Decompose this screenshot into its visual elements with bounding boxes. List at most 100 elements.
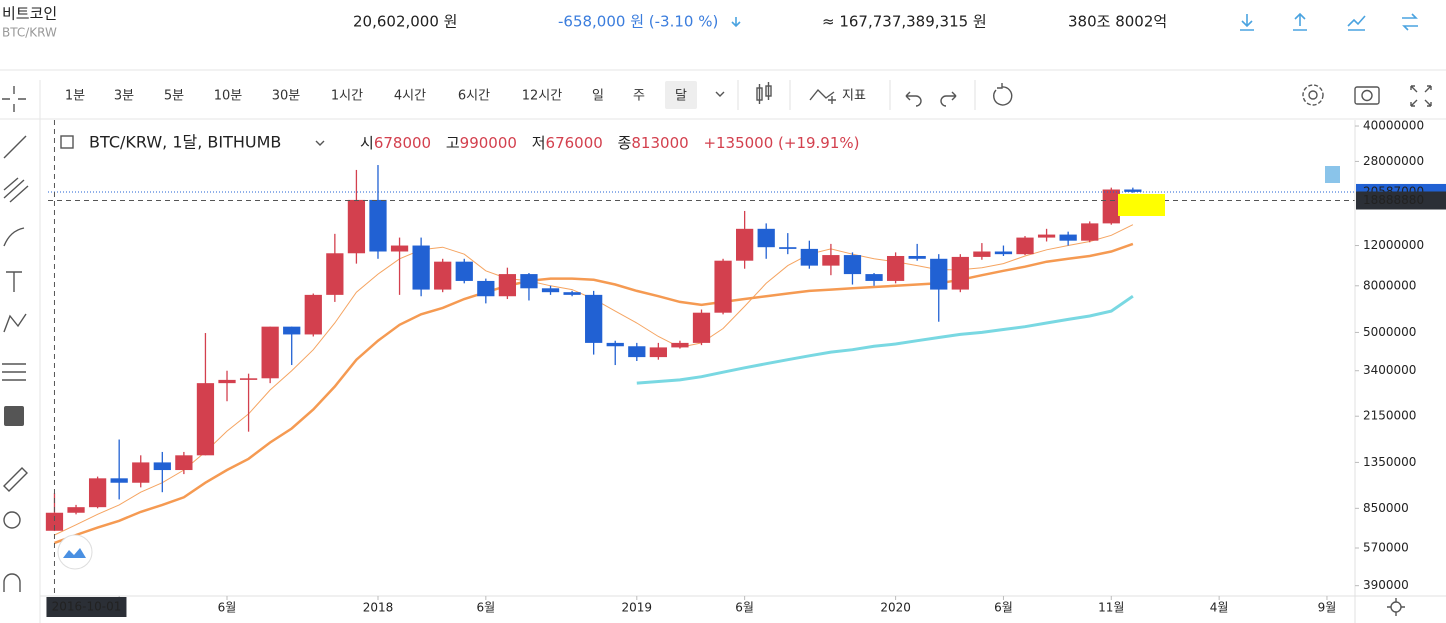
zoom-tool[interactable] [3,511,21,529]
indicator-icon[interactable] [809,88,836,104]
redo[interactable] [940,91,957,107]
candle-body [412,245,430,290]
change-value: +135000 (+19.91%) [703,134,859,152]
candle-body [520,274,538,289]
download-icon[interactable] [1240,14,1254,31]
x-tick-label: 6월 [476,601,495,615]
swap-icon[interactable] [1402,13,1418,31]
header-icons[interactable] [1240,12,1418,31]
candle-body [671,342,689,348]
interval-button[interactable]: 일 [592,89,604,104]
interval-button[interactable]: 6시간 [458,89,490,104]
pattern-tool[interactable] [3,313,27,333]
chart-icon[interactable] [1347,15,1366,31]
interval-button[interactable]: 12시간 [522,89,563,104]
toolbar: 1분 3분 5분 10분 30분 1시간 4시간 6시간 12시간 일 주 달 [65,81,697,109]
legend-ohlc: 시678000 고990000 저676000 종813000 +135000 … [360,134,860,152]
interval-button[interactable]: 30분 [272,89,301,104]
coin-name: 비트코인 [2,5,57,23]
dropdown[interactable] [715,91,725,97]
price: 20,602,000 원 [353,13,457,31]
candle-body [283,326,301,335]
candle-icon[interactable] [756,82,772,104]
text-tool[interactable] [6,271,22,292]
camera-icon[interactable] [1354,86,1380,105]
fib-tool[interactable] [3,177,29,203]
candle-body [714,260,732,313]
close-label: 종 [618,134,632,152]
legend-symbol[interactable]: BTC/KRW, 1달, BITHUMB [89,133,281,152]
magnet-tool[interactable] [3,573,21,592]
indicator-button[interactable]: 지표 [842,89,866,104]
volume: ≈ 167,737,389,315 원 [822,13,987,31]
x-tick-label: 6월 [218,601,237,615]
candle-body [369,199,387,252]
change: -658,000 원 (-3.10 %) [558,13,718,31]
interval-button[interactable]: 달 [675,89,687,104]
interval-button[interactable]: 4시간 [394,89,426,104]
scroll-marker[interactable] [1325,166,1340,183]
candle-body [88,478,107,508]
interval-button[interactable]: 10분 [214,89,243,104]
open-label: 시 [360,134,374,152]
interval-button[interactable]: 1시간 [331,89,363,104]
open-value: 678000 [374,134,431,152]
candle-body [1037,234,1056,238]
candle-body [606,342,624,347]
interval-button[interactable]: 주 [633,89,645,104]
y-tick-label: 3400000 [1363,363,1416,377]
x-tick-label: 9월 [1318,601,1337,615]
y-tick-label: 850000 [1363,501,1409,515]
candle-body [434,261,452,290]
line-tool[interactable] [3,135,27,159]
axis-settings[interactable] [1387,598,1405,616]
candle-body [779,247,797,249]
candle-body [822,255,840,266]
candle-body [973,251,991,257]
candle-body [1059,234,1077,241]
candle-body [304,294,322,335]
interval-button[interactable]: 5분 [164,89,184,104]
interval-button[interactable]: 3분 [114,89,134,104]
candle-body [585,294,603,343]
candle-body [326,253,344,295]
x-tick-label: 2018 [363,601,394,615]
crosshair-tool[interactable] [2,86,26,112]
plot-area [45,120,1355,595]
highlight-drawing [1118,194,1165,216]
low-value: 676000 [546,134,603,152]
fullscreen-icon[interactable] [1410,85,1432,107]
reset-icon[interactable] [993,83,1013,106]
ma-line [54,242,1134,545]
candle-body [930,258,948,290]
interval-button[interactable]: 1분 [65,89,85,104]
y-tick-label: 12000000 [1363,238,1424,252]
legend: BTC/KRW, 1달, BITHUMB 시678000 고990000 저67… [60,133,860,152]
candle-body [390,245,409,252]
ruler-tool[interactable] [3,467,28,492]
brush-tool[interactable] [3,227,25,247]
candle-body [1016,237,1034,255]
y-tick-label: 2150000 [1363,409,1416,423]
candle-body [1124,189,1142,192]
market-cap: 380조 8002억 [1068,13,1167,31]
y-tick-label: 570000 [1363,540,1409,554]
x-tick-label: 4월 [1210,601,1229,615]
ma-line [54,224,1134,536]
upload-icon[interactable] [1293,12,1307,31]
logo [57,534,93,570]
candle-body [951,256,969,290]
undo[interactable] [905,91,922,107]
candle-body [196,383,215,456]
candle-body [477,280,495,297]
x-tick-label: 2019 [622,601,653,615]
coin-pair: BTC/KRW [2,26,57,40]
measure-tool[interactable] [2,363,26,381]
candle-body [1102,189,1120,224]
settings-icon[interactable] [1302,84,1324,106]
candle-body [541,288,560,293]
crosshair-date-tag [46,597,127,617]
high-label: 고 [446,134,460,152]
selected-bg [665,81,697,109]
arrow-tool[interactable] [4,406,24,426]
